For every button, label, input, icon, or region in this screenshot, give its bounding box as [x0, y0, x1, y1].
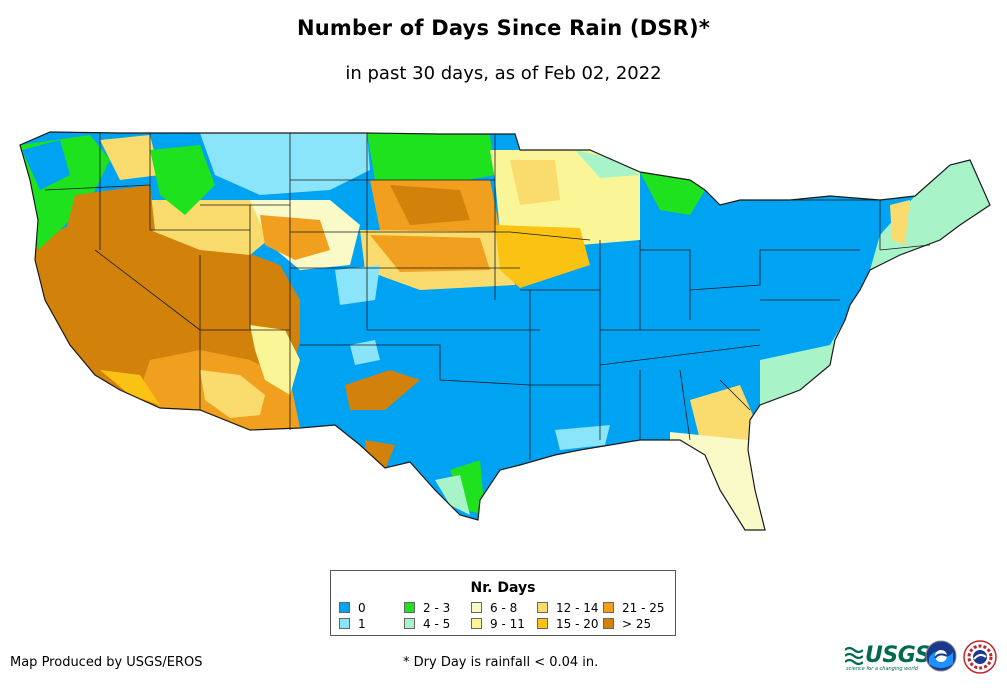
legend-label-2-3: 2 - 3 — [423, 601, 451, 615]
zone-4-5-texas-coast — [435, 475, 470, 515]
legend-swatch-gt25 — [603, 618, 614, 629]
zone-15-20-socal — [100, 370, 160, 405]
zone-21-25-oregon — [65, 185, 155, 245]
legend-item-6-8: 6 - 8 — [471, 601, 517, 615]
zone-21-25-nebraska-n — [370, 235, 490, 272]
zone-12-14-idaho — [150, 200, 280, 255]
legend-swatch-12-14 — [537, 602, 548, 613]
legend-label-1: 1 — [358, 617, 366, 631]
usgs-logo: USGS — [865, 643, 931, 668]
credit-text: Map Produced by USGS/EROS — [10, 655, 203, 670]
legend-item-4-5: 4 - 5 — [404, 617, 450, 631]
map-title: Number of Days Since Rain (DSR)* — [296, 16, 711, 40]
legend-item-15-20: 15 - 20 — [537, 617, 599, 631]
zone-15-20-iowa — [495, 225, 590, 288]
legend-label-6-8: 6 - 8 — [490, 601, 518, 615]
zone-21-25-texas — [345, 370, 420, 410]
zone-gt25-sd-core — [390, 185, 470, 225]
legend-item-12-14: 12 - 14 — [537, 601, 599, 615]
zone-1-kansas-edge — [335, 265, 380, 305]
legend-item-1: 1 — [339, 617, 366, 631]
legend-swatch-2-3 — [404, 602, 415, 613]
legend-item-gt25: > 25 — [603, 617, 651, 631]
legend-item-9-11: 9 - 11 — [471, 617, 525, 631]
zone-6-8-florida — [670, 432, 765, 530]
zone-0-olympic — [22, 140, 70, 190]
zone-2-3-nd — [367, 133, 495, 185]
nws-logo-icon — [963, 640, 997, 674]
legend-label-9-11: 9 - 11 — [490, 617, 525, 631]
zone-21-25-wyoming — [260, 215, 330, 260]
legend-item-0: 0 — [339, 601, 366, 615]
zone-4-5-mi-up — [575, 150, 640, 178]
zone-9-11-nm — [250, 325, 300, 395]
zone-1-montana — [200, 133, 370, 195]
legend-label-15-20: 15 - 20 — [556, 617, 599, 631]
zone-2-3-mi-up — [640, 172, 705, 215]
legend-item-21-25: 21 - 25 — [603, 601, 665, 615]
legend-swatch-15-20 — [537, 618, 548, 629]
legend-item-2-3: 2 - 3 — [404, 601, 450, 615]
zone-2-3-idaho-n — [150, 145, 215, 215]
legend-swatch-4-5 — [404, 618, 415, 629]
legend-label-0: 0 — [358, 601, 366, 615]
zone-1-gulf — [555, 425, 610, 450]
zone-12-14-mn-core — [510, 160, 560, 205]
noaa-logo-icon — [925, 640, 957, 672]
usgs-tagline: science for a changing world — [846, 666, 918, 672]
legend-label-4-5: 4 - 5 — [423, 617, 451, 631]
zone-12-14-vermont — [890, 200, 910, 245]
legend-swatch-21-25 — [603, 602, 614, 613]
legend-title: Nr. Days — [470, 580, 536, 596]
map-subtitle: in past 30 days, as of Feb 02, 2022 — [345, 63, 662, 84]
zone-12-14-az — [200, 370, 265, 418]
legend-swatch-0 — [339, 602, 350, 613]
legend-swatch-9-11 — [471, 618, 482, 629]
zone-12-14-montana-w — [100, 135, 160, 180]
zone-4-5-carolinas — [760, 305, 850, 405]
legend: Nr. Days 0 1 2 - 3 4 - 5 6 - 8 9 - 11 12… — [330, 570, 676, 636]
legend-label-12-14: 12 - 14 — [556, 601, 599, 615]
zone-1-texas — [350, 340, 380, 365]
conus-outline — [19, 131, 991, 531]
conus-dsr-map — [19, 131, 991, 531]
state-borders — [44, 133, 931, 460]
zone-2-3-texas-coast — [450, 460, 485, 515]
legend-swatch-1 — [339, 618, 350, 629]
usgs-wave-icon — [845, 646, 863, 666]
legend-swatch-6-8 — [471, 602, 482, 613]
legend-label-gt25: > 25 — [622, 617, 652, 631]
legend-label-21-25: 21 - 25 — [622, 601, 665, 615]
dsr-zones — [20, 132, 990, 530]
footnote-text: * Dry Day is rainfall < 0.04 in. — [403, 655, 599, 670]
